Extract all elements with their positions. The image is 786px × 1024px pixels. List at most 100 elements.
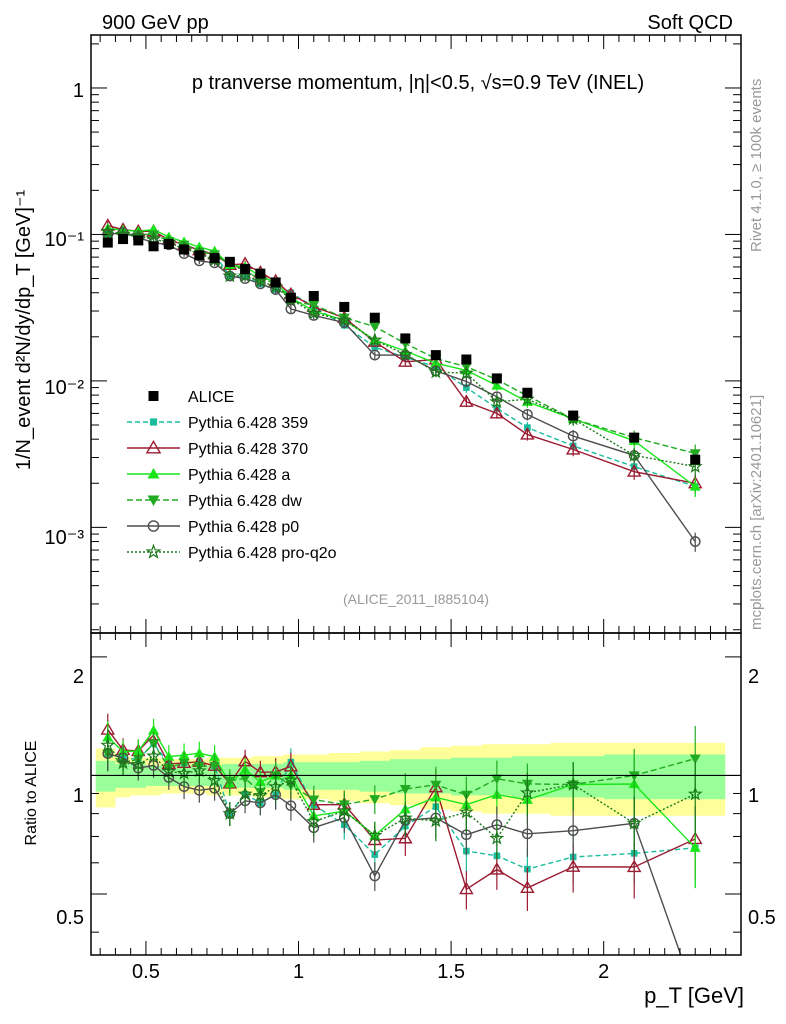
data-point (306, 305, 322, 320)
series-line (107, 230, 696, 468)
data-point (522, 409, 533, 420)
ratio-point (489, 862, 505, 875)
ratio-series-line (107, 742, 696, 806)
ratio-point (306, 813, 322, 829)
data-point (371, 343, 379, 351)
alice-point (270, 277, 281, 288)
data-point (100, 223, 116, 238)
data-point (626, 447, 642, 462)
data-point (459, 394, 474, 407)
ratio-point (224, 776, 236, 787)
data-point (689, 449, 701, 459)
legend-label: Pythia 6.428 370 (188, 441, 308, 458)
data-point (489, 405, 505, 419)
ratio-point (367, 827, 383, 842)
ratio-point (252, 787, 268, 802)
alice-point (339, 301, 350, 312)
alice-point (224, 256, 235, 267)
ratio-point (100, 737, 116, 752)
ratio-point (689, 842, 701, 852)
data-point (397, 346, 413, 361)
ratio-point (222, 805, 238, 820)
ratio-point (522, 828, 533, 840)
ratio-point (336, 803, 352, 818)
alice-point (102, 237, 113, 248)
ratio-point (565, 776, 581, 791)
ratio-series-line (107, 744, 696, 840)
data-point (428, 364, 444, 379)
y-tick-labels: 1 10⁻¹ 10⁻² 10⁻³ (45, 80, 85, 549)
ratio-band-stat (95, 754, 726, 800)
ratio-point (191, 762, 207, 778)
ratio-series-5 (100, 729, 703, 859)
legend-marker (147, 520, 160, 532)
ratio-point (520, 880, 535, 894)
header-left: 900 GeV pp (102, 12, 209, 34)
ratio-point (689, 754, 701, 765)
alice-point (308, 290, 319, 301)
data-point (148, 230, 160, 240)
ratio-point (207, 772, 223, 787)
ratio-tick-label-right: 2 (748, 666, 759, 688)
alice-point (568, 410, 579, 421)
data-point (567, 430, 579, 442)
ratio-point (285, 800, 297, 812)
y-axis-label: 1/N_event d²N/dy/dp_T [GeV]⁻¹ (13, 190, 35, 471)
ratio-point (161, 763, 177, 778)
header-right: Soft QCD (647, 12, 733, 34)
alice-point (179, 244, 190, 255)
alice-point (369, 312, 380, 323)
x-tick-label: 2 (598, 961, 609, 983)
ratio-point (459, 881, 474, 895)
data-point (398, 354, 413, 367)
chart-title: p tranverse momentum, |η|<0.5, √s=0.9 Te… (192, 72, 644, 94)
mcplots-label: mcplots.cern.ch [arXiv:2401.10621] (748, 395, 765, 630)
data-point (237, 268, 253, 283)
ratio-point (430, 780, 442, 791)
ratio-point (626, 815, 642, 830)
data-point (367, 332, 383, 347)
ratio-tick-label: 2 (73, 666, 84, 688)
analysis-label: (ALICE_2011_I885104) (343, 591, 489, 607)
legend-marker (145, 543, 162, 559)
ratio-point (193, 747, 205, 758)
ratio-tick-label: 0.5 (56, 907, 84, 929)
alice-point (194, 250, 205, 261)
ratio-point (115, 755, 131, 770)
legend-item: Pythia 6.428 370 (127, 440, 308, 458)
alice-point (255, 268, 266, 279)
series-line (107, 227, 696, 488)
legend-label: Pythia 6.428 a (188, 467, 290, 484)
series-5 (100, 223, 703, 477)
ratio-tick-label-right: 1 (748, 785, 759, 807)
ratio-point (519, 784, 535, 800)
x-tick-label: 1.5 (437, 961, 465, 983)
ratio-point (428, 813, 444, 828)
ratio-point (628, 771, 640, 781)
ratio-point (308, 795, 320, 806)
ratio-point (148, 724, 160, 735)
data-point (458, 365, 474, 380)
axis-ticks (91, 35, 742, 955)
alice-point (148, 241, 159, 252)
data-point (369, 349, 381, 361)
ratio-bands (95, 742, 726, 816)
y-tick-label: 10⁻¹ (45, 229, 85, 251)
ratio-point (399, 785, 411, 795)
alice-point (118, 234, 129, 245)
rivet-label: Rivet 4.1.0, ≥ 100k events (748, 79, 765, 252)
alice-point (285, 292, 296, 303)
ratio-point (369, 795, 381, 805)
data-point (463, 384, 470, 391)
ratio-point (567, 825, 579, 837)
main-frame (90, 34, 742, 634)
alice-point (491, 373, 502, 384)
ratio-frame (90, 632, 742, 956)
data-point (489, 393, 505, 409)
ratio-point (237, 786, 253, 801)
ratio-point (397, 810, 413, 825)
y-tick-label: 10⁻³ (45, 527, 85, 549)
ratio-point (146, 748, 161, 763)
x-tick-labels: 0.5 1 1.5 2 (132, 961, 609, 983)
ratio-point (565, 859, 581, 872)
